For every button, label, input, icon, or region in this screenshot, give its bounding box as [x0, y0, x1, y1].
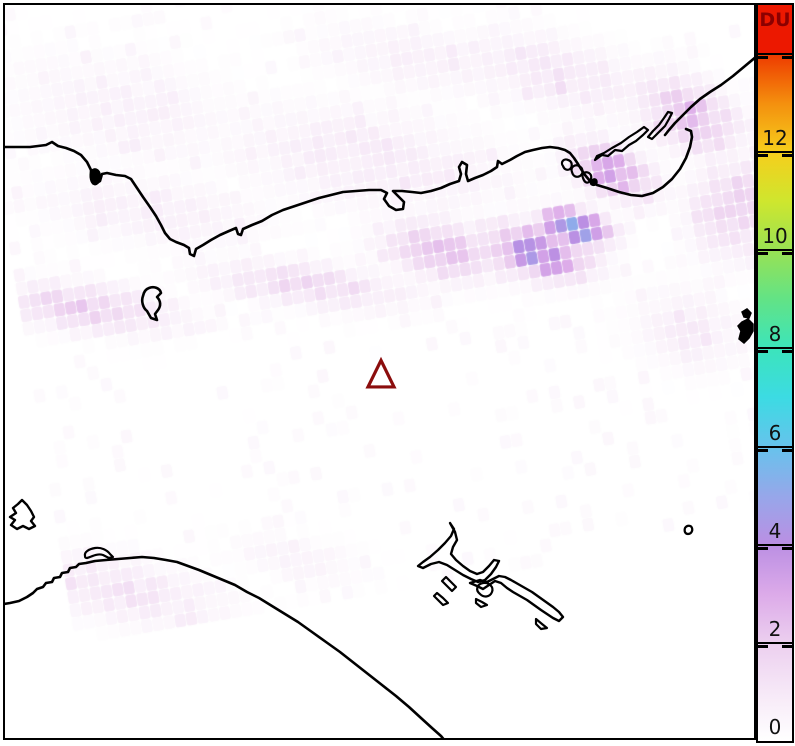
coastline-hook-islet: [83, 546, 115, 560]
coastline-lagoon-strip-island-2: [646, 110, 674, 141]
colorbar-tick-dash: [758, 350, 768, 354]
landmass-lagoon-knot-dot: [589, 178, 598, 187]
colorbar-tick-line: [758, 641, 792, 644]
coastline-lagoon-strip-island-1: [593, 125, 650, 162]
coastline-archipelago-lagoon-hole: [476, 581, 494, 598]
coastline-archipelago-claw-1: [440, 575, 458, 593]
colorbar-tick-dash: [782, 546, 792, 550]
coastline-northeast-diagonal-coast: [663, 56, 754, 137]
colorbar-tick-dash: [758, 448, 768, 452]
colorbar-title: DU: [759, 9, 791, 31]
coastline-mid-island: [140, 285, 163, 322]
colorbar-tick-line: [758, 445, 792, 448]
colorbar-tick-dash: [758, 546, 768, 550]
colorbar-tick-label: 12: [762, 126, 788, 151]
colorbar-tick-dash: [758, 644, 768, 648]
coastline-archipelago-lower: [468, 574, 565, 623]
colorbar-tick-label: 8: [768, 322, 782, 347]
coastline-group: [5, 56, 754, 738]
colorbar: 0 2 4 6 8 10 12 DU: [756, 3, 794, 743]
colorbar-tick-line: [758, 347, 792, 350]
coastline-kite-island: [8, 498, 37, 531]
coastline-archipelago-tail: [534, 617, 549, 631]
coastline-lagoon-knot-1: [560, 158, 573, 171]
colorbar-tick-dash: [758, 56, 768, 60]
coastline-archipelago-claw-2: [432, 591, 450, 607]
landmass-coast-headland-blob: [89, 168, 101, 186]
colorbar-tick-label: 10: [762, 224, 788, 249]
coastline-ring-islet: [683, 524, 694, 536]
colorbar-tick-label: 0: [768, 715, 782, 739]
colorbar-tick-dash: [782, 252, 792, 256]
colorbar-tick-dash: [758, 154, 768, 158]
so2-pixel-field-canvas: [5, 5, 754, 738]
colorbar-tick-line: [758, 543, 792, 546]
map-frame: [3, 3, 756, 740]
landmass-right-edge-islands: [737, 308, 754, 345]
coastline-svg: [5, 56, 754, 738]
colorbar-tick-dash: [782, 350, 792, 354]
coastline-north-coast: [5, 127, 694, 258]
coastline-lagoon-knot-3: [581, 171, 593, 184]
colorbar-tick-dash: [782, 154, 792, 158]
coastline-archipelago-bit: [474, 597, 489, 609]
colorbar-tick-line: [758, 249, 792, 252]
coastline-south-coast: [5, 555, 445, 738]
colorbar-gradient: [758, 5, 792, 741]
colorbar-tick-line: [758, 53, 792, 56]
colorbar-tick-line: [758, 151, 792, 154]
volcano-marker-icon: [365, 356, 397, 389]
colorbar-tick-label: 2: [768, 616, 782, 641]
colorbar-tick-dash: [758, 252, 768, 256]
coastline-lagoon-knot-2: [570, 164, 584, 178]
colorbar-tick-dash: [782, 56, 792, 60]
colorbar-tick-dash: [782, 644, 792, 648]
colorbar-tick-dash: [782, 448, 792, 452]
colorbar-tick-label: 6: [768, 420, 782, 445]
coastline-archipelago-upper: [416, 521, 501, 584]
colorbar-tick-label: 4: [768, 518, 782, 543]
